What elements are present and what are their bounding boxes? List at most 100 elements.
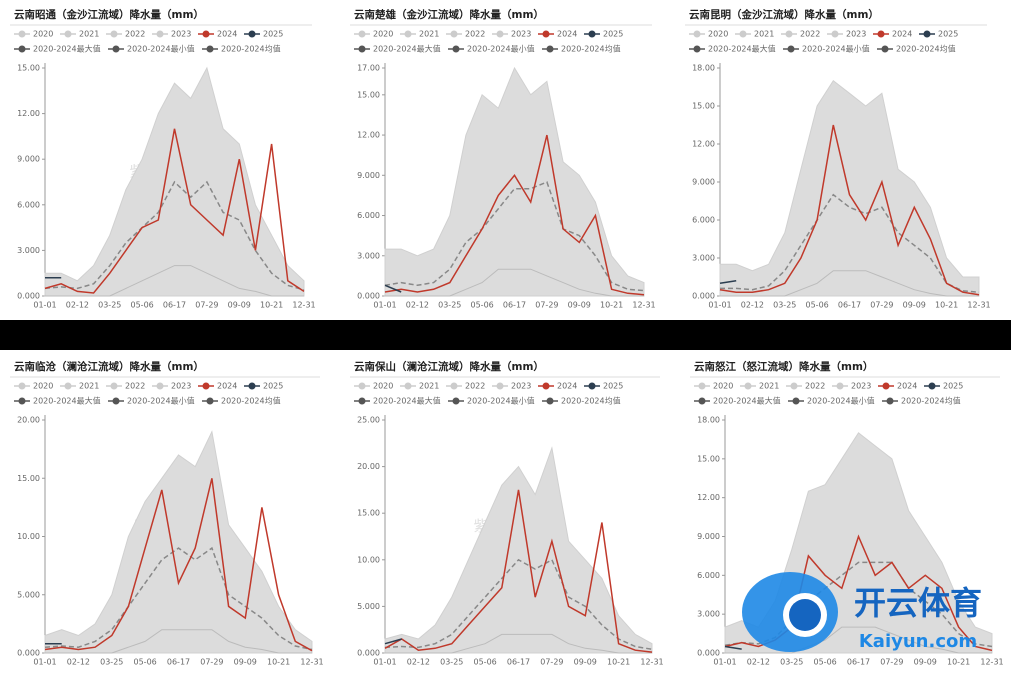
x-tick-label: 05-06 xyxy=(814,658,837,667)
series-line xyxy=(719,124,980,296)
x-tick-label: 06-17 xyxy=(503,301,526,310)
x-tick-label: 12-31 xyxy=(300,658,323,667)
x-tick-label: 03-25 xyxy=(440,658,463,667)
x-tick-label: 09-09 xyxy=(574,658,597,667)
legend-label: 2020-2024均值 xyxy=(901,396,961,406)
legend-marker xyxy=(156,382,164,390)
legend-label: 2020-2024均值 xyxy=(221,396,281,406)
min-line xyxy=(725,626,992,654)
x-tick-label: 01-01 xyxy=(713,658,736,667)
max-area xyxy=(719,79,980,297)
x-tick-label: 02-12 xyxy=(406,301,429,310)
y-tick-label: 25.00 xyxy=(357,416,380,425)
x-tick-label: 03-25 xyxy=(773,301,796,310)
legend-marker xyxy=(546,45,554,53)
mean-line xyxy=(44,546,313,651)
legend-label: 2020-2024最大值 xyxy=(708,44,776,54)
y-tick-label: 0.000 xyxy=(692,292,715,301)
x-tick-label: 07-29 xyxy=(870,301,893,310)
max-area xyxy=(384,446,653,654)
legend-marker xyxy=(202,382,210,390)
legend-label: 2020-2024均值 xyxy=(221,44,281,54)
x-tick-label: 06-17 xyxy=(167,658,190,667)
legend-marker xyxy=(836,382,844,390)
legend-marker xyxy=(64,382,72,390)
y-tick-label: 17.00 xyxy=(357,64,380,73)
x-tick-label: 12-31 xyxy=(632,301,655,310)
x-tick-label: 01-01 xyxy=(373,658,396,667)
y-tick-label: 9.000 xyxy=(692,178,715,187)
x-tick-label: 10-21 xyxy=(935,301,958,310)
legend-label: 2023 xyxy=(511,382,531,391)
y-tick-label: 10.00 xyxy=(357,555,380,564)
legend-label: 2023 xyxy=(851,382,871,391)
y-tick-label: 9.000 xyxy=(357,171,380,180)
x-tick-label: 07-29 xyxy=(535,301,558,310)
y-tick-label: 9.000 xyxy=(17,155,40,164)
legend-marker xyxy=(881,45,889,53)
x-tick-label: 10-21 xyxy=(607,658,630,667)
legend-marker xyxy=(785,30,793,38)
legend-label: 2020-2024最小值 xyxy=(467,396,535,406)
series-line xyxy=(44,128,305,294)
x-tick-label: 12-31 xyxy=(292,301,315,310)
min-line xyxy=(45,629,312,654)
x-tick-label: 12-31 xyxy=(980,658,1003,667)
legend-label: 2020 xyxy=(373,30,393,39)
y-tick-label: 0.000 xyxy=(357,649,380,658)
legend-label: 2020-2024最小值 xyxy=(127,396,195,406)
y-tick-label: 9.000 xyxy=(697,532,720,541)
chart-panel: 云南怒江（怒江流域）降水量（mm） 0.000 3.000 6.000 9.000 12.… xyxy=(680,352,1010,675)
legend-label: 2020-2024最小值 xyxy=(467,44,535,54)
legend-marker xyxy=(923,30,931,38)
x-tick-label: 02-12 xyxy=(741,301,764,310)
legend-label: 2025 xyxy=(263,382,283,391)
y-tick-label: 15.00 xyxy=(692,102,715,111)
legend-marker xyxy=(248,382,256,390)
legend-marker xyxy=(404,382,412,390)
y-tick-label: 12.00 xyxy=(357,131,380,140)
legend-label: 2021 xyxy=(79,382,99,391)
chart-title: 云南怒江（怒江流域）降水量（mm） xyxy=(694,360,873,373)
legend-label: 2025 xyxy=(943,382,963,391)
x-tick-label: 01-01 xyxy=(373,301,396,310)
legend-marker xyxy=(358,397,366,405)
x-tick-label: 05-06 xyxy=(131,301,154,310)
legend-marker xyxy=(693,30,701,38)
legend-label: 2024 xyxy=(557,382,577,391)
legend-marker xyxy=(588,30,596,38)
x-tick-label: 09-09 xyxy=(903,301,926,310)
max-area xyxy=(44,430,313,654)
legend-label: 2021 xyxy=(419,382,439,391)
min-line xyxy=(385,268,644,297)
x-tick-label: 02-12 xyxy=(407,658,430,667)
brand-url: Kaiyun.com xyxy=(859,631,977,652)
legend-label: 2020 xyxy=(373,382,393,391)
x-tick-label: 05-06 xyxy=(474,658,497,667)
y-tick-label: 5.000 xyxy=(357,602,380,611)
legend-marker xyxy=(112,397,120,405)
legend-marker xyxy=(112,45,120,53)
mean-line xyxy=(724,561,993,648)
y-tick-label: 18.00 xyxy=(692,64,715,73)
legend-label: 2021 xyxy=(419,30,439,39)
min-line xyxy=(720,270,979,297)
x-tick-label: 12-31 xyxy=(640,658,663,667)
legend-marker xyxy=(450,30,458,38)
legend-marker xyxy=(792,397,800,405)
legend-label: 2020-2024均值 xyxy=(561,44,621,54)
legend-label: 2024 xyxy=(892,30,912,39)
y-tick-label: 5.000 xyxy=(17,590,40,599)
x-tick-label: 03-25 xyxy=(438,301,461,310)
y-tick-label: 15.00 xyxy=(357,90,380,99)
legend-marker xyxy=(698,397,706,405)
legend-label: 2020-2024最小值 xyxy=(802,44,870,54)
legend-label: 2020-2024最小值 xyxy=(807,396,875,406)
mean-line xyxy=(384,181,645,292)
series-line xyxy=(44,478,313,652)
legend-marker xyxy=(790,382,798,390)
x-tick-label: 03-25 xyxy=(780,658,803,667)
legend-marker xyxy=(831,30,839,38)
legend-marker xyxy=(18,397,26,405)
x-tick-label: 05-06 xyxy=(471,301,494,310)
